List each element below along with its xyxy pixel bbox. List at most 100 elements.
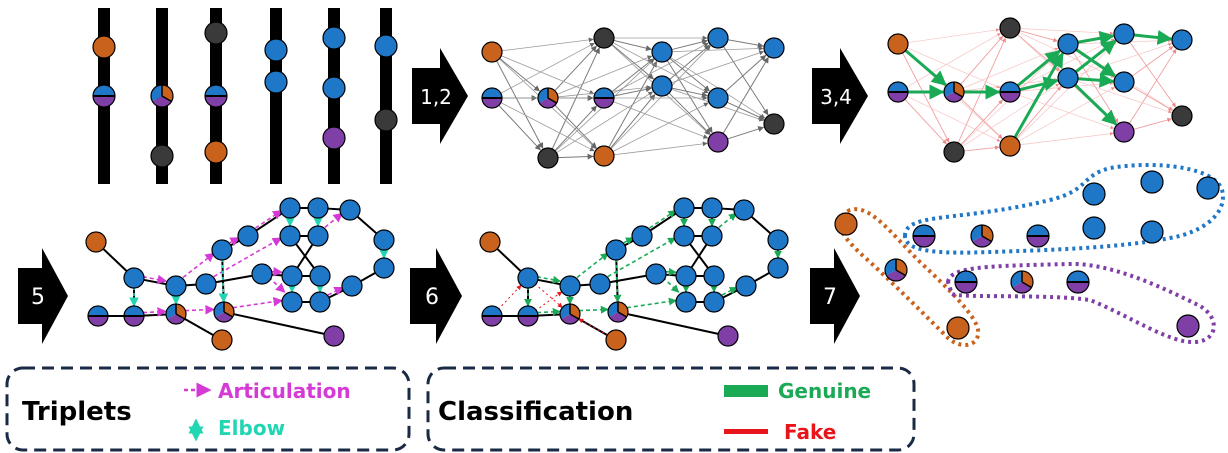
hit-node xyxy=(204,84,228,108)
hit-node xyxy=(946,316,970,340)
hit-node xyxy=(339,199,361,221)
hit-node xyxy=(701,197,723,219)
hit-node xyxy=(323,325,345,347)
graph-edge xyxy=(554,104,597,149)
graph-edge xyxy=(497,284,522,310)
step-arrow-5: 5 xyxy=(18,248,68,344)
graph-edge xyxy=(213,237,283,278)
graph-edge xyxy=(556,91,654,153)
graph-edge xyxy=(270,266,283,277)
graph-edge xyxy=(957,37,1006,144)
hit-node xyxy=(651,41,673,63)
graph-edge xyxy=(754,271,771,282)
hit-node xyxy=(123,305,145,327)
graph-edge xyxy=(578,318,609,337)
graph-edge xyxy=(1016,41,1117,140)
hit-node xyxy=(631,225,653,247)
hit-node xyxy=(943,141,965,163)
graph-edge xyxy=(960,35,1004,85)
chevron-arrow-icon xyxy=(810,248,860,344)
graph-edge xyxy=(612,42,709,94)
graph-edge xyxy=(671,50,765,84)
graph-edge xyxy=(1018,38,1115,88)
hit-node xyxy=(673,225,695,247)
hit-node xyxy=(605,239,627,261)
step-arrow-6: 6 xyxy=(410,248,462,344)
hit-node xyxy=(517,267,539,289)
hit-node xyxy=(341,275,363,297)
graph-edge xyxy=(327,286,344,296)
graph-edge xyxy=(536,278,561,286)
hit-node xyxy=(373,229,395,251)
graph-edge xyxy=(612,42,709,94)
graph-edge xyxy=(557,55,653,95)
hit-node xyxy=(373,257,395,279)
hit-node xyxy=(767,229,789,251)
graph-edge xyxy=(1018,31,1115,78)
graph-edge xyxy=(726,101,765,120)
graph-edge xyxy=(688,242,709,269)
graph-edge xyxy=(101,247,128,272)
graph-edge xyxy=(554,105,597,152)
graph-edge xyxy=(498,104,541,151)
triplet-graph-panel xyxy=(85,197,395,351)
graph-edge xyxy=(501,55,595,95)
hit-node xyxy=(1066,270,1090,294)
hit-node xyxy=(237,225,259,247)
detector-layer xyxy=(270,8,282,184)
graph-edge xyxy=(904,49,947,86)
hit-node xyxy=(165,275,187,297)
graph-edge xyxy=(255,209,283,229)
hit-node xyxy=(85,231,107,253)
graph-edge xyxy=(536,313,561,317)
graph-edge xyxy=(326,207,341,211)
graph-edge xyxy=(610,45,711,150)
graph-edge xyxy=(500,42,595,94)
hit-node xyxy=(559,303,581,325)
graph-edge xyxy=(294,242,315,269)
hit-node xyxy=(834,212,858,236)
graph-edge xyxy=(554,45,597,92)
legend-fake-label: Fake xyxy=(784,420,836,444)
step-arrow-7: 7 xyxy=(810,248,860,344)
step-arrow-34: 3,4 xyxy=(812,48,868,144)
graph-edge xyxy=(1074,83,1118,126)
legend-genuine-label: Genuine xyxy=(778,379,871,403)
hit-node xyxy=(645,263,667,285)
hit-node xyxy=(1176,314,1200,338)
graph-edge xyxy=(613,86,652,97)
graph-edge xyxy=(750,215,772,235)
graph-edge xyxy=(906,33,1001,88)
graph-edge xyxy=(906,96,1001,142)
track-outline-orange xyxy=(837,207,981,347)
graph-edge xyxy=(578,283,591,287)
hit-node xyxy=(307,225,329,247)
hit-node xyxy=(1057,67,1079,89)
graph-edge xyxy=(668,92,711,135)
graph-edge xyxy=(1128,48,1177,124)
graph-edge xyxy=(1077,72,1115,88)
hit-node xyxy=(281,265,303,287)
graph-edge xyxy=(1016,86,1062,139)
graph-edge xyxy=(182,252,215,279)
graph-edge xyxy=(669,57,710,92)
graph-edge xyxy=(1077,80,1172,114)
graph-edge xyxy=(963,47,1059,89)
track-candidates-panel xyxy=(834,162,1225,347)
hit-node xyxy=(675,265,697,287)
hit-node xyxy=(733,199,755,221)
hit-node xyxy=(999,17,1021,39)
hit-node xyxy=(607,301,629,323)
hit-node xyxy=(279,225,301,247)
graph-edge xyxy=(727,39,764,49)
graph-edge xyxy=(962,83,1060,147)
legend-box xyxy=(426,366,916,452)
graph-edge xyxy=(718,212,737,228)
hit-node xyxy=(481,41,503,63)
graph-edge xyxy=(576,252,609,279)
hit-node xyxy=(517,305,539,327)
chevron-arrow-icon xyxy=(812,48,868,144)
graph-edge xyxy=(268,276,286,293)
graph-edge xyxy=(1077,42,1172,76)
track-outline-purple xyxy=(945,261,1216,345)
